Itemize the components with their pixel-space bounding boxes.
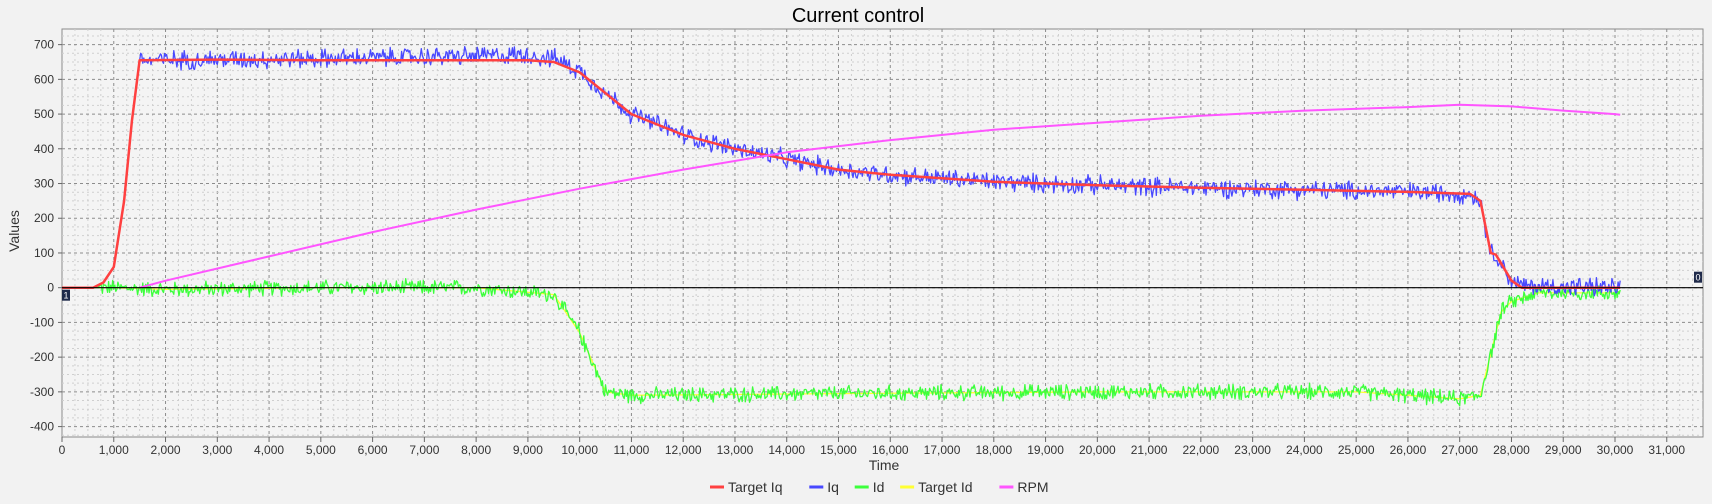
x-tick-label: 3,000: [202, 443, 232, 457]
x-tick-label: 23,000: [1234, 443, 1271, 457]
x-tick-label: 12,000: [665, 443, 702, 457]
y-tick-label: 500: [34, 107, 54, 121]
x-tick-label: 9,000: [513, 443, 543, 457]
legend-item[interactable]: Id: [854, 479, 885, 495]
legend-label: Iq: [827, 479, 839, 495]
legend-label: Id: [873, 479, 885, 495]
y-tick-label: -400: [30, 420, 54, 434]
y-tick-label: 700: [34, 38, 54, 52]
y-tick-label: -300: [30, 385, 54, 399]
x-tick-label: 1,000: [99, 443, 129, 457]
x-tick-label: 14,000: [768, 443, 805, 457]
legend: Target Iq Iq Id Target Id RPM: [710, 479, 1049, 495]
y-tick-label: 100: [34, 246, 54, 260]
x-tick-label: 26,000: [1390, 443, 1427, 457]
x-tick-label: 19,000: [1027, 443, 1064, 457]
x-tick-label: 21,000: [1131, 443, 1168, 457]
legend-item[interactable]: Target Id: [900, 479, 973, 495]
left-marker-label: 1: [63, 291, 68, 301]
x-tick-label: 27,000: [1441, 443, 1478, 457]
series-line-id: [62, 278, 1621, 407]
legend-label: Target Iq: [728, 479, 782, 495]
x-tick-label: 31,000: [1648, 443, 1685, 457]
x-tick-label: 7,000: [409, 443, 439, 457]
x-tick-label: 29,000: [1545, 443, 1582, 457]
x-tick-label: 16,000: [872, 443, 909, 457]
series-line-rpm: [139, 103, 1621, 289]
x-tick-label: 0: [59, 443, 66, 457]
chart-title: Current control: [792, 5, 924, 27]
y-tick-label: 600: [34, 72, 54, 86]
x-tick-label: 10,000: [561, 443, 598, 457]
plot-area: 10: [61, 28, 1704, 438]
x-tick-label: 11,000: [614, 443, 650, 457]
x-tick-label: 13,000: [717, 443, 754, 457]
left-marker[interactable]: 1: [62, 289, 70, 301]
x-tick-label: 2,000: [151, 443, 181, 457]
legend-label: Target Id: [918, 479, 972, 495]
x-axis: 0 1,000 2,000 3,000 4,000 5,000 6,000 7,000 8,00…: [59, 437, 1685, 457]
y-tick-label: 300: [34, 177, 54, 191]
x-tick-label: 28,000: [1493, 443, 1530, 457]
right-marker-label: 0: [1695, 273, 1700, 283]
right-marker-box: [1694, 271, 1702, 283]
legend-item[interactable]: Iq: [809, 479, 839, 495]
x-tick-label: 20,000: [1079, 443, 1116, 457]
right-marker[interactable]: 0: [1694, 271, 1702, 283]
x-tick-label: 15,000: [820, 443, 857, 457]
y-tick-label: 400: [34, 142, 54, 156]
x-tick-label: 6,000: [358, 443, 388, 457]
legend-item[interactable]: Target Iq: [710, 479, 782, 495]
x-tick-label: 22,000: [1183, 443, 1220, 457]
y-tick-label: 0: [47, 281, 54, 295]
x-axis-label: Time: [869, 457, 900, 473]
y-tick-label: -100: [30, 315, 54, 329]
x-tick-label: 5,000: [306, 443, 336, 457]
x-tick-label: 8,000: [461, 443, 491, 457]
y-tick-label: 200: [34, 211, 54, 225]
x-tick-label: 30,000: [1597, 443, 1634, 457]
series-line-target-iq: [62, 58, 1621, 289]
left-marker-box: [62, 289, 70, 301]
grid-lines: [61, 29, 1703, 437]
x-tick-label: 24,000: [1286, 443, 1323, 457]
y-axis-label: Values: [6, 210, 22, 252]
y-axis: -400 -300 -200 -100 0 100 200 300 400 500 600 700: [30, 38, 62, 434]
legend-label: RPM: [1017, 479, 1048, 495]
x-tick-label: 18,000: [975, 443, 1012, 457]
y-tick-label: -200: [30, 350, 54, 364]
x-tick-label: 25,000: [1338, 443, 1375, 457]
x-tick-label: 17,000: [924, 443, 961, 457]
x-tick-label: 4,000: [254, 443, 284, 457]
legend-item[interactable]: RPM: [999, 479, 1049, 495]
